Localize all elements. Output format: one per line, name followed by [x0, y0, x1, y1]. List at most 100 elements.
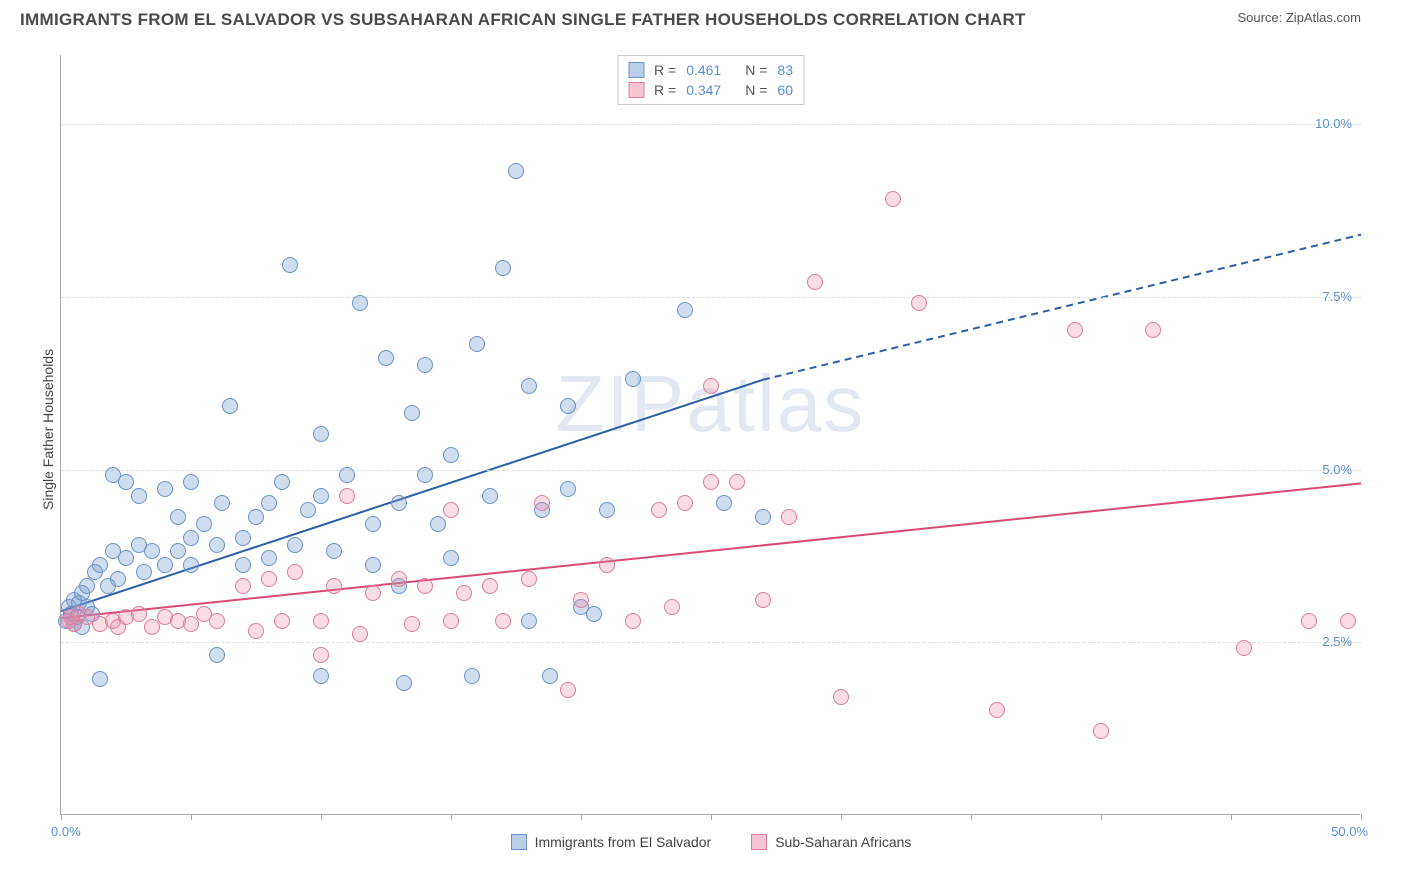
data-point	[365, 516, 381, 532]
data-point	[521, 378, 537, 394]
data-point	[1145, 322, 1161, 338]
data-point	[365, 585, 381, 601]
data-point	[651, 502, 667, 518]
data-point	[261, 571, 277, 587]
y-tick-label: 2.5%	[1322, 634, 1352, 649]
data-point	[703, 474, 719, 490]
data-point	[1236, 640, 1252, 656]
x-tick	[61, 814, 62, 820]
data-point	[755, 592, 771, 608]
data-point	[313, 426, 329, 442]
data-point	[391, 495, 407, 511]
trend-lines	[61, 55, 1361, 815]
data-point	[144, 543, 160, 559]
data-point	[287, 564, 303, 580]
data-point	[79, 578, 95, 594]
r-label: R =	[654, 82, 676, 98]
legend-item: Sub-Saharan Africans	[751, 834, 911, 850]
data-point	[378, 350, 394, 366]
data-point	[170, 543, 186, 559]
data-point	[183, 474, 199, 490]
data-point	[911, 295, 927, 311]
data-point	[274, 613, 290, 629]
legend-correlation: R = 0.461 N = 83 R = 0.347 N = 60	[617, 55, 804, 105]
data-point	[352, 626, 368, 642]
data-point	[703, 378, 719, 394]
data-point	[131, 488, 147, 504]
data-point	[716, 495, 732, 511]
chart-title: IMMIGRANTS FROM EL SALVADOR VS SUBSAHARA…	[20, 10, 1026, 30]
data-point	[495, 613, 511, 629]
data-point	[170, 509, 186, 525]
data-point	[1093, 723, 1109, 739]
data-point	[677, 302, 693, 318]
x-tick	[321, 814, 322, 820]
data-point	[599, 502, 615, 518]
data-point	[521, 613, 537, 629]
data-point	[209, 613, 225, 629]
data-point	[482, 578, 498, 594]
legend-row: R = 0.347 N = 60	[628, 80, 793, 100]
data-point	[833, 689, 849, 705]
data-point	[1301, 613, 1317, 629]
data-point	[885, 191, 901, 207]
data-point	[443, 613, 459, 629]
data-point	[456, 585, 472, 601]
data-point	[625, 613, 641, 629]
n-value-blue: 83	[777, 62, 793, 78]
r-label: R =	[654, 62, 676, 78]
data-point	[235, 578, 251, 594]
data-point	[282, 257, 298, 273]
swatch-pink-icon	[628, 82, 644, 98]
data-point	[214, 495, 230, 511]
x-tick	[1231, 814, 1232, 820]
swatch-blue-icon	[628, 62, 644, 78]
data-point	[1340, 613, 1356, 629]
gridline	[61, 124, 1361, 125]
x-tick	[711, 814, 712, 820]
data-point	[313, 647, 329, 663]
data-point	[235, 530, 251, 546]
n-label: N =	[745, 62, 767, 78]
data-point	[560, 481, 576, 497]
data-point	[110, 571, 126, 587]
data-point	[391, 571, 407, 587]
r-value-pink: 0.347	[686, 82, 721, 98]
data-point	[586, 606, 602, 622]
gridline	[61, 297, 1361, 298]
data-point	[625, 371, 641, 387]
data-point	[430, 516, 446, 532]
r-value-blue: 0.461	[686, 62, 721, 78]
chart-header: IMMIGRANTS FROM EL SALVADOR VS SUBSAHARA…	[0, 0, 1406, 40]
data-point	[807, 274, 823, 290]
data-point	[118, 474, 134, 490]
data-point	[443, 502, 459, 518]
data-point	[313, 488, 329, 504]
data-point	[989, 702, 1005, 718]
data-point	[664, 599, 680, 615]
x-tick	[191, 814, 192, 820]
data-point	[339, 488, 355, 504]
data-point	[495, 260, 511, 276]
n-label: N =	[745, 82, 767, 98]
data-point	[131, 606, 147, 622]
x-tick	[581, 814, 582, 820]
data-point	[396, 675, 412, 691]
plot-area: ZIPatlas R = 0.461 N = 83 R = 0.347 N = …	[60, 55, 1360, 815]
data-point	[755, 509, 771, 525]
y-tick-label: 5.0%	[1322, 462, 1352, 477]
data-point	[352, 295, 368, 311]
data-point	[222, 398, 238, 414]
x-tick	[841, 814, 842, 820]
data-point	[209, 537, 225, 553]
y-axis-title: Single Father Households	[40, 349, 56, 510]
data-point	[118, 550, 134, 566]
gridline	[61, 642, 1361, 643]
x-tick	[1101, 814, 1102, 820]
data-point	[274, 474, 290, 490]
data-point	[729, 474, 745, 490]
data-point	[92, 557, 108, 573]
data-point	[235, 557, 251, 573]
data-point	[417, 357, 433, 373]
data-point	[417, 578, 433, 594]
